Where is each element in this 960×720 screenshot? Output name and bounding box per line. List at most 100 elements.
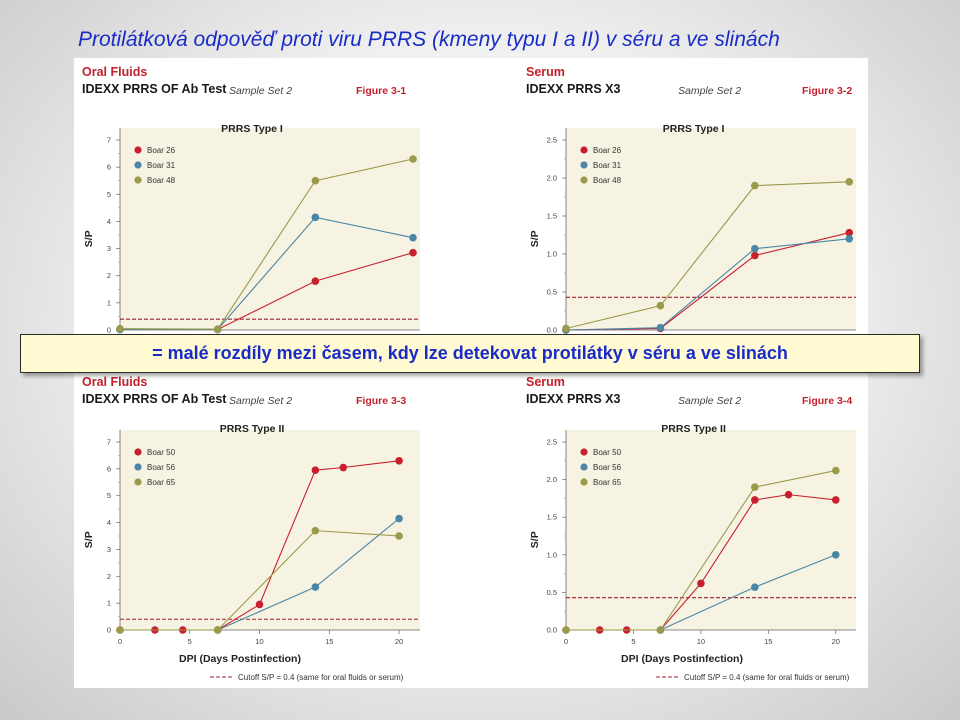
figure-test-label: IDEXX PRRS X3 (526, 392, 621, 406)
series-line-boar-31 (565, 238, 850, 331)
figure-number-label: Figure 3-4 (802, 395, 852, 407)
y-tick-label: 1 (107, 599, 111, 608)
legend-label: Boar 50 (147, 448, 176, 457)
y-tick-label: 1.0 (547, 250, 557, 259)
callout-note: = malé rozdíly mezi časem, kdy lze detek… (20, 334, 920, 373)
data-point-boar-56 (751, 583, 759, 591)
legend-label: Boar 56 (593, 463, 622, 472)
legend-marker (580, 478, 588, 486)
legend-marker (134, 478, 142, 486)
chart-title: PRRS Type I (221, 123, 283, 135)
data-point-boar-50 (339, 463, 348, 472)
legend-label: Boar 26 (593, 146, 622, 155)
data-point-boar-65 (116, 626, 124, 634)
data-point-boar-31 (656, 323, 665, 332)
y-tick-label: 6 (107, 163, 111, 172)
data-point-boar-26 (845, 228, 854, 237)
x-tick-label: 0 (118, 637, 122, 646)
data-point-boar-48 (409, 155, 417, 163)
figure-source-label: Oral Fluids (82, 65, 147, 79)
legend-label: Boar 26 (147, 146, 176, 155)
x-tick-label: 20 (832, 637, 840, 646)
y-tick-label: 3 (107, 244, 111, 253)
footnote-text: Cutoff S/P = 0.4 (same for oral fluids o… (238, 673, 404, 682)
data-point-boar-26 (409, 248, 417, 257)
y-tick-label: 0 (107, 626, 111, 635)
data-point-boar-31 (409, 233, 417, 242)
y-tick-label: 0.0 (547, 626, 557, 635)
data-point-boar-31 (751, 244, 759, 253)
y-tick-label: 2 (107, 271, 111, 280)
plot-background (120, 128, 420, 330)
y-tick-label: 0.5 (547, 288, 557, 297)
data-point-boar-48 (116, 324, 124, 333)
figure-source-label: Serum (526, 65, 565, 79)
x-tick-label: 10 (697, 637, 705, 646)
x-tick-label: 0 (564, 637, 568, 646)
legend-label: Boar 48 (147, 176, 176, 185)
data-point-boar-50 (697, 579, 705, 588)
x-tick-label: 15 (764, 637, 772, 646)
y-tick-label: 1.5 (547, 212, 557, 221)
data-point-boar-48 (311, 176, 320, 185)
data-point-boar-48 (845, 178, 854, 186)
data-point-boar-48 (656, 301, 665, 310)
y-tick-label: 1.0 (547, 550, 557, 559)
y-tick-label: 2.0 (547, 475, 557, 484)
plot-background (566, 128, 856, 330)
y-tick-label: 0.0 (547, 326, 557, 335)
data-point-boar-50 (831, 496, 840, 504)
y-tick-label: 1 (107, 298, 111, 307)
x-tick-label: 10 (255, 637, 263, 646)
legend-label: Boar 65 (147, 478, 176, 487)
chart-title: PRRS Type I (663, 123, 725, 135)
chart-fig-3-2: Serum IDEXX PRRS X3 Sample Set 2 Figure 3-2… (526, 65, 856, 335)
data-point-boar-65 (213, 626, 222, 634)
figure-sample-set-label: Sample Set 2 (678, 85, 741, 97)
y-tick-label: 5 (107, 491, 111, 500)
data-point-boar-50 (751, 496, 759, 504)
data-point-boar-56 (311, 583, 320, 591)
footnote-text: Cutoff S/P = 0.4 (same for oral fluids o… (684, 673, 850, 682)
legend-marker (134, 448, 142, 456)
legend-marker (580, 448, 588, 456)
legend-label: Boar 31 (147, 161, 176, 170)
y-tick-label: 7 (107, 136, 111, 145)
figure-test-label: IDEXX PRRS X3 (526, 82, 621, 96)
plot-background (566, 430, 856, 630)
data-point-boar-56 (395, 514, 403, 523)
y-tick-label: 5 (107, 190, 111, 199)
legend-marker (580, 161, 588, 169)
data-point-boar-65 (395, 532, 403, 540)
y-tick-label: 2.0 (547, 174, 557, 183)
y-axis-label: S/P (83, 531, 95, 548)
data-point-boar-26 (311, 277, 320, 285)
series-line-boar-48 (119, 158, 414, 330)
legend-label: Boar 50 (593, 448, 622, 457)
figure-source-label: Oral Fluids (82, 375, 147, 389)
x-tick-label: 5 (631, 637, 635, 646)
chart-fig-3-3: Oral Fluids IDEXX PRRS OF Ab Test Sample S… (82, 375, 420, 682)
y-tick-label: 7 (107, 438, 111, 447)
legend-marker (134, 161, 142, 169)
series-line-boar-65 (566, 470, 836, 631)
data-point-boar-50 (395, 457, 403, 465)
x-tick-label: 15 (325, 637, 333, 646)
slide-title: Protilátková odpověď proti viru PRRS (km… (78, 28, 780, 51)
series-line-boar-48 (565, 181, 850, 330)
data-point-boar-50 (311, 466, 320, 474)
data-point-boar-65 (656, 626, 665, 634)
y-tick-label: 6 (107, 464, 111, 473)
y-tick-label: 3 (107, 545, 111, 554)
data-point-boar-65 (831, 466, 840, 475)
y-tick-label: 1.5 (547, 513, 557, 522)
figure-test-label: IDEXX PRRS OF Ab Test (82, 82, 227, 96)
data-point-boar-31 (845, 235, 854, 243)
plot-background (120, 430, 420, 630)
y-tick-label: 2.5 (547, 136, 557, 145)
chart-title: PRRS Type II (220, 423, 285, 435)
y-tick-label: 2 (107, 572, 111, 581)
chart-fig-3-1: Oral Fluids IDEXX PRRS OF Ab Test Sample S… (82, 65, 420, 335)
data-point-boar-56 (831, 551, 840, 559)
data-point-boar-48 (213, 325, 222, 333)
